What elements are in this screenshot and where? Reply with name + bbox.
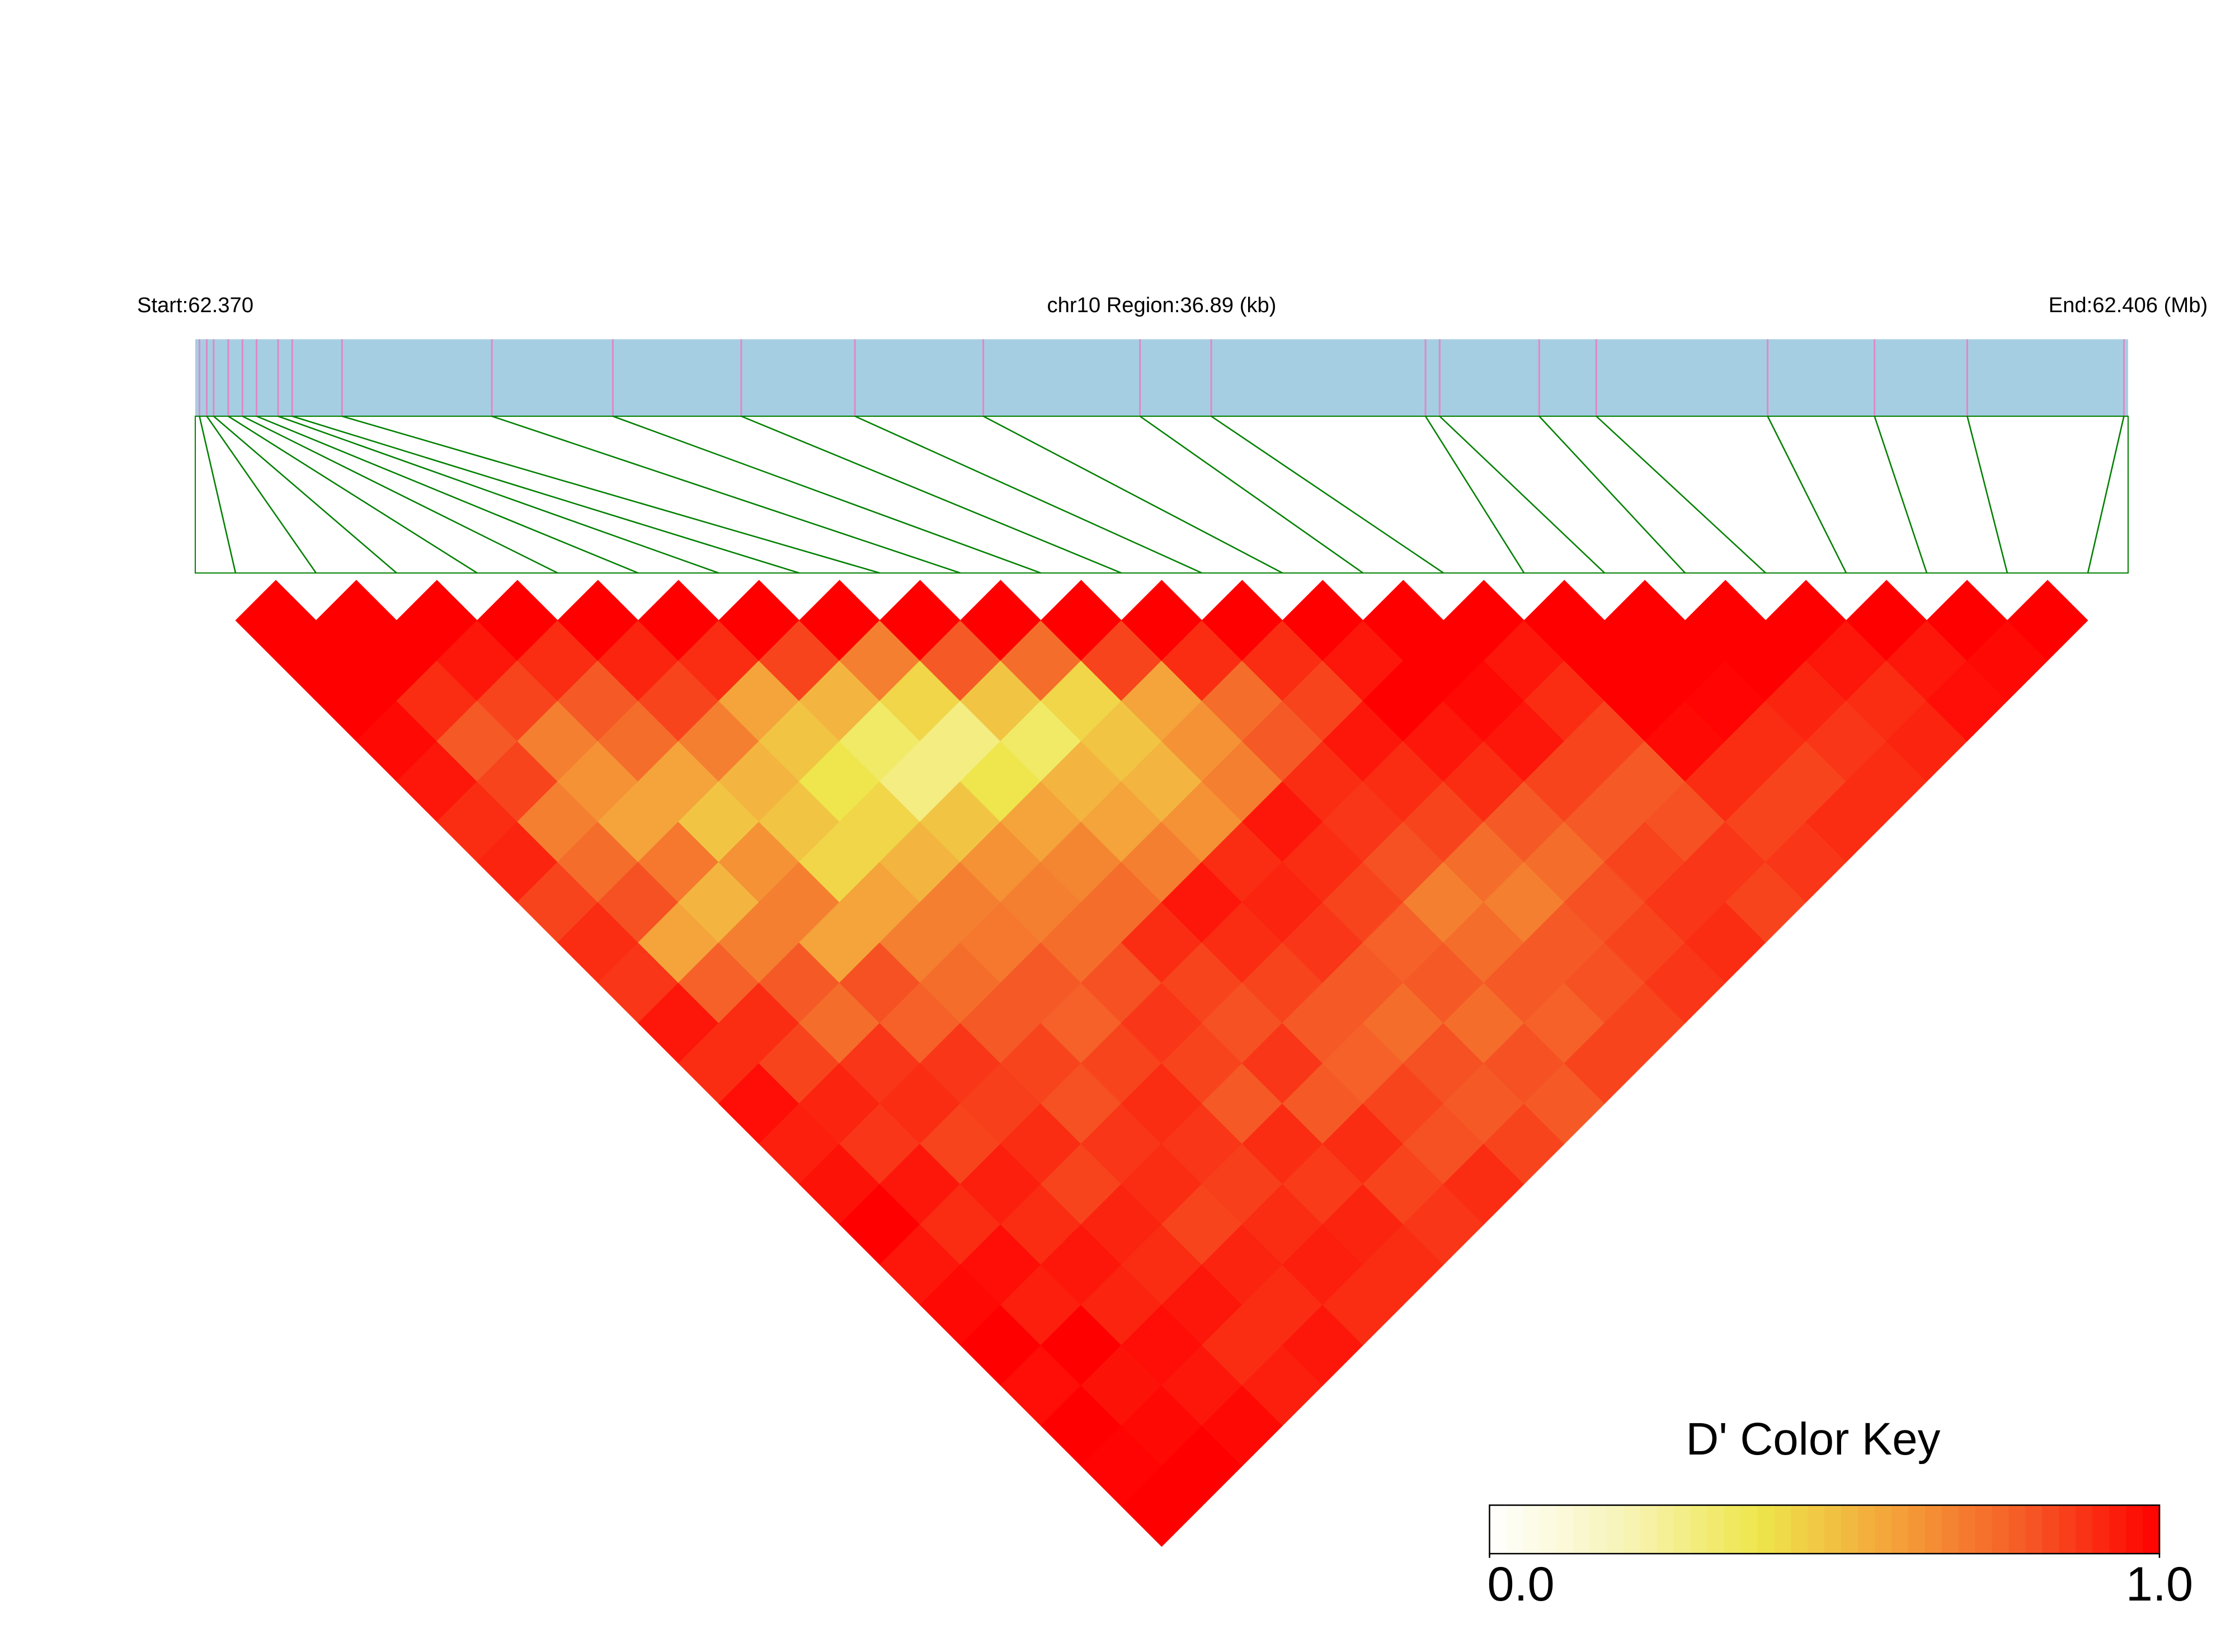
position-bar <box>195 339 2128 416</box>
start-label: Start:62.370 <box>137 293 253 317</box>
key-swatch <box>1925 1505 1943 1554</box>
key-swatch <box>1757 1505 1775 1554</box>
snp-link <box>256 415 639 574</box>
link-frame <box>195 415 2129 574</box>
key-swatch <box>1640 1505 1658 1554</box>
snp-link <box>228 415 478 574</box>
snp-link <box>1538 416 1686 574</box>
key-swatch <box>1573 1505 1591 1554</box>
key-swatch <box>2143 1505 2161 1554</box>
key-swatch <box>2025 1505 2043 1554</box>
snp-link <box>1966 416 2008 573</box>
snp-link <box>242 415 558 574</box>
key-swatch <box>2109 1505 2127 1554</box>
key-swatch <box>1975 1505 1993 1554</box>
key-swatch <box>2042 1505 2060 1554</box>
key-swatch <box>1908 1505 1926 1554</box>
snp-link <box>854 415 1202 574</box>
key-swatch <box>1540 1505 1558 1554</box>
key-swatch <box>1808 1505 1825 1554</box>
snp-link <box>341 415 881 574</box>
key-swatch <box>1858 1505 1876 1554</box>
key-swatch <box>1841 1505 1859 1554</box>
snp-link <box>1767 416 1847 573</box>
snp-link <box>213 416 397 574</box>
key-swatch <box>1875 1505 1893 1554</box>
snp-link <box>613 415 1041 574</box>
key-swatch <box>1690 1505 1708 1554</box>
key-swatch <box>1506 1505 1524 1554</box>
key-swatch <box>2059 1505 2077 1554</box>
snp-link <box>206 416 317 573</box>
key-swatch <box>1489 1505 1507 1554</box>
snp-link <box>983 415 1283 574</box>
key-tick-label: 1.0 <box>2126 1557 2193 1611</box>
snp-link <box>1874 416 1928 573</box>
snp-link <box>2087 416 2125 573</box>
key-swatch <box>2008 1505 2026 1554</box>
key-swatch <box>1673 1505 1692 1554</box>
region-title: chr10 Region:36.89 (kb) <box>1047 293 1277 317</box>
key-swatch <box>1824 1505 1842 1554</box>
key-swatch <box>1523 1505 1541 1554</box>
snp-link <box>491 415 961 574</box>
key-swatch <box>1941 1505 1959 1554</box>
key-swatch <box>1657 1505 1675 1554</box>
snp-link <box>1139 415 1364 574</box>
key-swatch <box>2126 1505 2144 1554</box>
key-swatch <box>1724 1505 1742 1554</box>
key-swatch <box>1958 1505 1976 1554</box>
key-swatch <box>1891 1505 1909 1554</box>
key-swatch <box>1607 1505 1625 1554</box>
key-swatch <box>2092 1505 2110 1554</box>
key-swatch <box>1707 1505 1725 1554</box>
snp-link <box>1424 416 1525 573</box>
snp-link <box>1211 415 1444 574</box>
key-swatch <box>1590 1505 1608 1554</box>
key-swatch <box>1992 1505 2010 1554</box>
key-swatch <box>1740 1505 1758 1554</box>
key-swatch <box>1791 1505 1809 1554</box>
key-title: D' Color Key <box>1686 1414 1940 1465</box>
key-swatch <box>1623 1505 1641 1554</box>
key-swatch <box>1556 1505 1574 1554</box>
snp-link <box>291 415 800 574</box>
snp-link <box>199 416 237 573</box>
snp-link <box>741 415 1122 574</box>
snp-link <box>1596 416 1766 574</box>
key-tick-label: 0.0 <box>1487 1557 1554 1611</box>
key-swatch <box>1774 1505 1792 1554</box>
ld-cell <box>2007 580 2088 661</box>
snp-link <box>1439 416 1606 574</box>
snp-link <box>277 415 719 574</box>
end-label: End:62.406 (Mb) <box>2049 293 2208 317</box>
key-swatch <box>2076 1505 2093 1554</box>
key-frame <box>1489 1504 2161 1555</box>
